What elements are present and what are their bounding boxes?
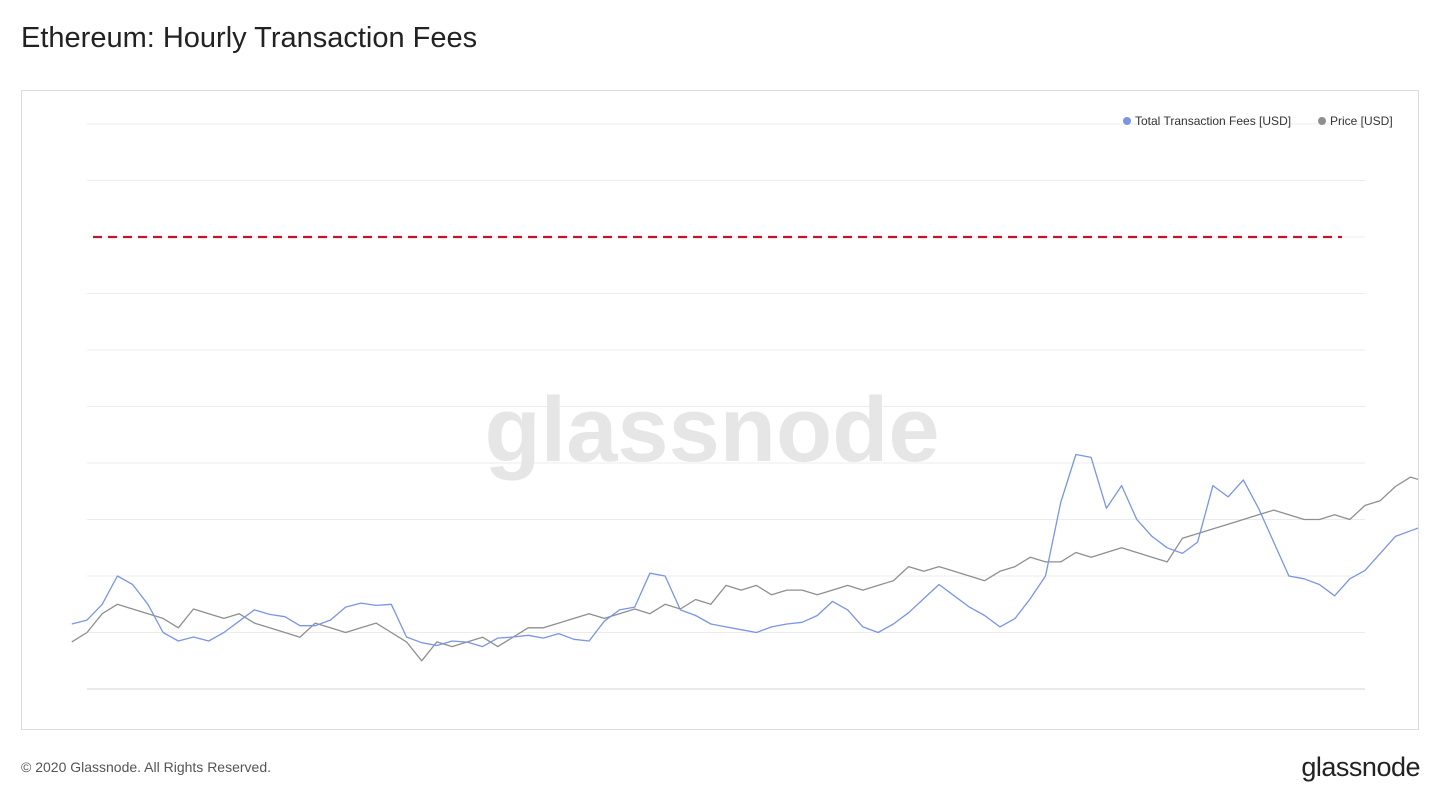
legend-dot-fees <box>1123 117 1131 125</box>
legend-item-fees[interactable]: Total Transaction Fees [USD] <box>1123 114 1291 128</box>
series-layer <box>71 453 1418 662</box>
legend-dot-price <box>1318 117 1326 125</box>
legend: Total Transaction Fees [USD] Price [USD] <box>1123 114 1393 128</box>
page-title: Ethereum: Hourly Transaction Fees <box>21 22 478 54</box>
series-line-fees <box>71 453 1418 648</box>
series-line-price <box>71 476 1418 662</box>
copyright: © 2020 Glassnode. All Rights Reserved. <box>21 759 272 775</box>
watermark: glassnode <box>484 379 939 481</box>
chart: glassnode Total Transaction Fees [USD] P… <box>71 114 1418 690</box>
legend-label-price: Price [USD] <box>1330 114 1393 128</box>
glassnode-logo[interactable]: glassnode <box>1301 752 1420 782</box>
legend-label-fees: Total Transaction Fees [USD] <box>1135 114 1291 128</box>
chart-panel: glassnode Total Transaction Fees [USD] P… <box>21 90 1419 730</box>
legend-item-price[interactable]: Price [USD] <box>1318 114 1393 128</box>
